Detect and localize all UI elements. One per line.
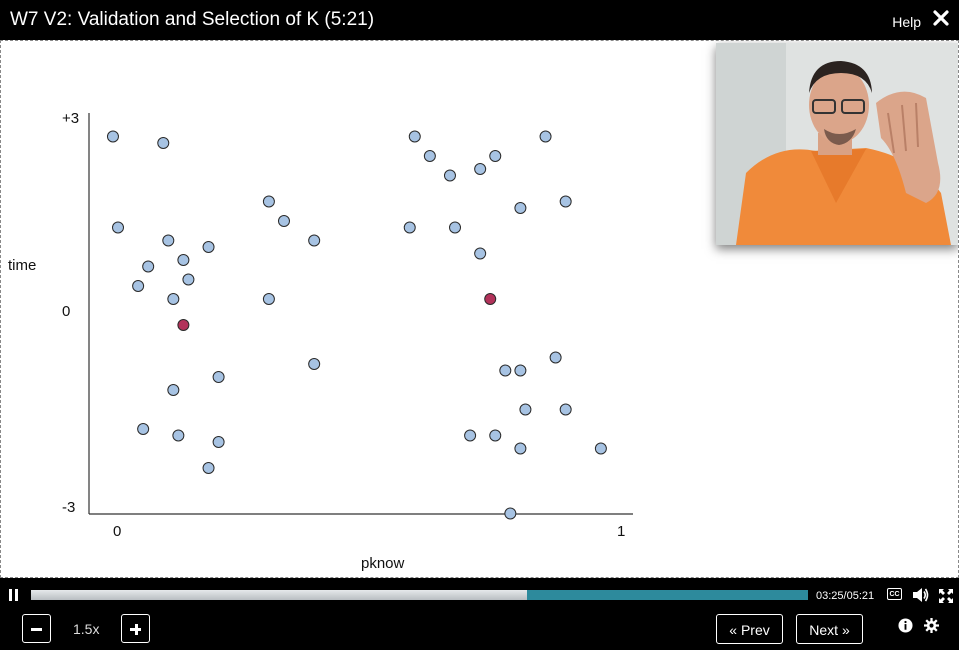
data-point (212, 436, 225, 448)
data-point (167, 384, 180, 396)
data-points (106, 130, 607, 520)
data-point (408, 130, 421, 143)
data-point (489, 150, 502, 162)
closed-captions-icon[interactable]: CC (887, 588, 902, 600)
data-point (277, 215, 290, 227)
help-link[interactable]: Help (892, 14, 921, 30)
video-title: W7 V2: Validation and Selection of K (5:… (10, 9, 375, 30)
data-point (504, 507, 517, 520)
data-point (403, 221, 416, 234)
data-point (489, 429, 502, 442)
next-button[interactable]: Next » (796, 614, 863, 644)
data-point (212, 371, 225, 383)
data-point (514, 442, 527, 455)
info-icon[interactable] (898, 618, 913, 633)
data-point (549, 351, 562, 364)
title-bar: W7 V2: Validation and Selection of K (5:… (0, 0, 959, 40)
data-point (519, 403, 532, 416)
data-point (142, 260, 155, 273)
y-axis-label: time (8, 257, 36, 274)
data-point (464, 429, 477, 442)
data-point (514, 202, 527, 214)
data-point (157, 137, 170, 149)
pause-icon[interactable] (8, 589, 20, 601)
data-point (559, 195, 572, 208)
data-point (132, 280, 145, 292)
current-time: 03:25 (816, 590, 844, 602)
data-point (474, 247, 487, 260)
data-point (202, 241, 215, 253)
data-point (172, 429, 185, 442)
data-point (514, 364, 527, 377)
data-point (167, 293, 180, 305)
data-point (262, 293, 275, 305)
data-point (182, 273, 195, 286)
duration: 05:21 (846, 590, 875, 602)
data-point (594, 442, 607, 455)
y-tick-mid: 0 (62, 303, 70, 320)
data-point (112, 221, 124, 234)
x-tick-left: 0 (113, 523, 121, 540)
data-point (559, 403, 572, 416)
data-point (177, 254, 190, 266)
data-point (443, 169, 456, 182)
scatter-plot: +3 0 -3 0 1 time pknow (8, 110, 633, 572)
data-point (308, 358, 321, 370)
fullscreen-icon[interactable] (939, 588, 953, 604)
centroid-point (177, 319, 190, 331)
instructor-video-icon (716, 43, 958, 245)
volume-icon[interactable] (912, 587, 929, 603)
y-tick-bottom: -3 (62, 499, 75, 516)
settings-gear-icon[interactable] (924, 618, 939, 633)
video-area[interactable]: +3 0 -3 0 1 time pknow (0, 40, 959, 578)
data-point (449, 221, 462, 234)
data-point (262, 195, 275, 208)
data-point (423, 150, 436, 162)
centroid-point (484, 293, 497, 305)
x-tick-right: 1 (617, 523, 625, 540)
time-display: 03:25/05:21 (816, 590, 874, 602)
x-axis-label: pknow (361, 555, 405, 572)
data-point (106, 130, 119, 143)
close-icon[interactable] (931, 8, 951, 28)
speed-increase-button[interactable] (121, 614, 150, 643)
progress-bar[interactable] (31, 590, 808, 600)
data-point (539, 130, 552, 143)
speed-label: 1.5x (73, 621, 100, 637)
prev-button[interactable]: « Prev (716, 614, 783, 644)
time-separator: / (843, 590, 847, 602)
progress-played (31, 590, 527, 600)
data-point (202, 462, 215, 474)
data-point (499, 364, 512, 377)
data-point (308, 234, 321, 247)
data-point (162, 234, 175, 247)
data-point (474, 163, 487, 175)
data-point (137, 423, 150, 435)
player-controls: 03:25/05:21 CC 1.5x « Prev Next » (0, 578, 959, 650)
speed-decrease-button[interactable] (22, 614, 51, 643)
y-tick-top: +3 (62, 110, 79, 127)
